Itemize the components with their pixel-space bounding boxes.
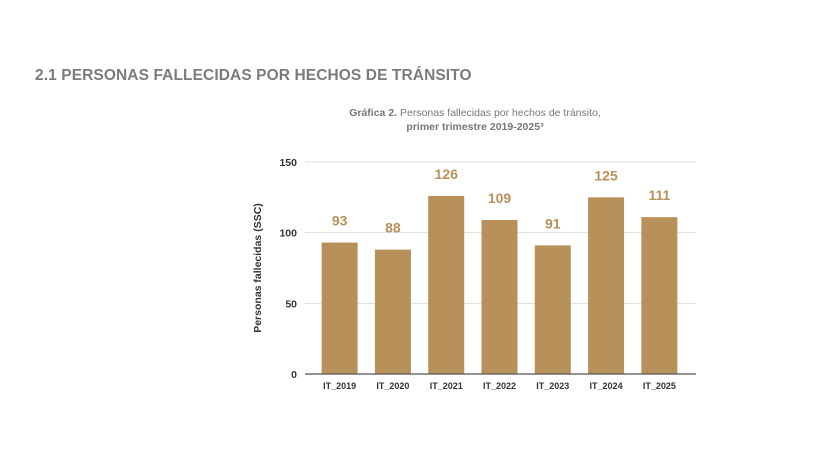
x-tick-label: IT_2023 (536, 381, 569, 391)
x-tick-label: IT_2019 (323, 381, 356, 391)
data-label: 88 (385, 220, 401, 236)
data-label: 93 (332, 213, 348, 229)
x-tick-label: IT_2025 (643, 381, 676, 391)
section-title: 2.1 PERSONAS FALLECIDAS POR HECHOS DE TR… (35, 67, 472, 84)
data-label: 91 (545, 215, 561, 231)
x-tick-label: IT_2021 (430, 381, 463, 391)
chart-subtitle: primer trimestre 2019-2025³ (406, 121, 544, 133)
y-tick-label: 150 (279, 157, 297, 169)
bar-IT_2023 (534, 245, 571, 374)
y-tick-label: 0 (291, 369, 297, 381)
bar-IT_2021 (428, 195, 465, 374)
data-label: 126 (435, 166, 459, 182)
chart-title: Gráfica 2. Personas fallecidas por hecho… (349, 107, 601, 119)
bar-IT_2022 (481, 219, 518, 374)
bar-IT_2019 (321, 242, 358, 374)
x-tick-label: IT_2022 (483, 381, 516, 391)
bar-IT_2020 (374, 249, 411, 374)
data-label: 111 (648, 187, 670, 203)
y-tick-label: 100 (279, 228, 297, 240)
x-tick-label: IT_2024 (590, 381, 623, 391)
data-label: 125 (594, 167, 618, 183)
bar-IT_2024 (588, 197, 625, 374)
x-tick-label: IT_2020 (376, 381, 409, 391)
y-axis-label: Personas fallecidas (SSC) (252, 203, 264, 333)
y-tick-label: 50 (285, 298, 297, 310)
bar-IT_2025 (641, 217, 678, 374)
data-label: 109 (488, 190, 512, 206)
